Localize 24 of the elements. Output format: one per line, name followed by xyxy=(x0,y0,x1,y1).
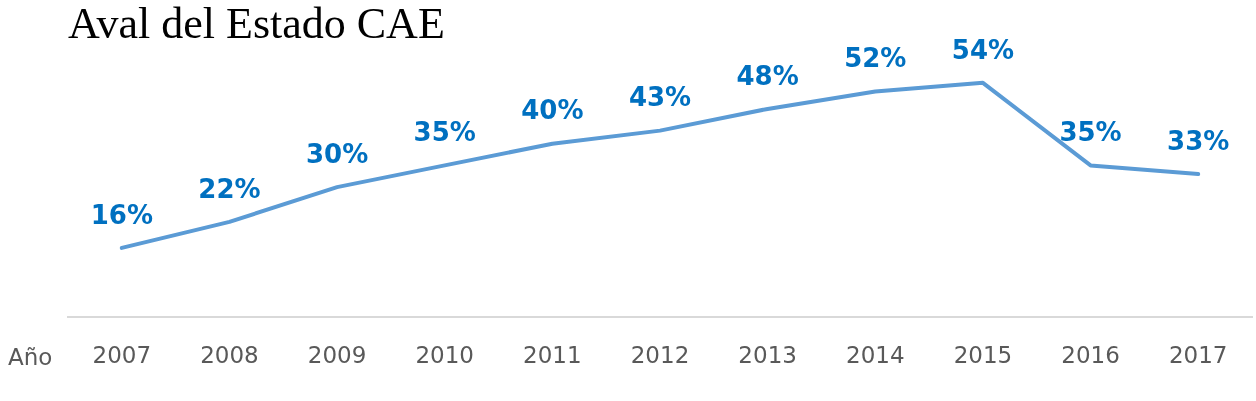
x-tick-label: 2009 xyxy=(307,342,367,369)
data-label: 52% xyxy=(844,43,907,74)
data-label: 40% xyxy=(521,95,584,126)
x-tick-label: 2007 xyxy=(92,342,152,369)
data-label: 35% xyxy=(413,117,476,148)
x-tick-label: 2014 xyxy=(846,342,905,369)
x-tick-label: 2012 xyxy=(630,342,690,369)
x-tick-label: 2013 xyxy=(738,342,797,369)
chart-title: Aval del Estado CAE xyxy=(68,0,445,48)
data-label: 16% xyxy=(90,199,153,230)
data-label: 30% xyxy=(305,138,369,169)
x-tick-label: 2011 xyxy=(523,342,582,369)
data-label: 35% xyxy=(1059,117,1122,148)
data-label: 54% xyxy=(951,34,1015,65)
data-label: 43% xyxy=(628,82,692,113)
x-tick-label: 2010 xyxy=(415,342,474,369)
x-tick-label: 2016 xyxy=(1061,342,1120,369)
data-label: 48% xyxy=(736,60,799,91)
data-label: 22% xyxy=(198,173,261,204)
x-axis-title: Año xyxy=(8,344,53,371)
data-label: 33% xyxy=(1167,125,1230,156)
x-tick-label: 2008 xyxy=(200,342,259,369)
x-tick-label: 2015 xyxy=(953,342,1013,369)
x-tick-label: 2017 xyxy=(1168,342,1228,369)
